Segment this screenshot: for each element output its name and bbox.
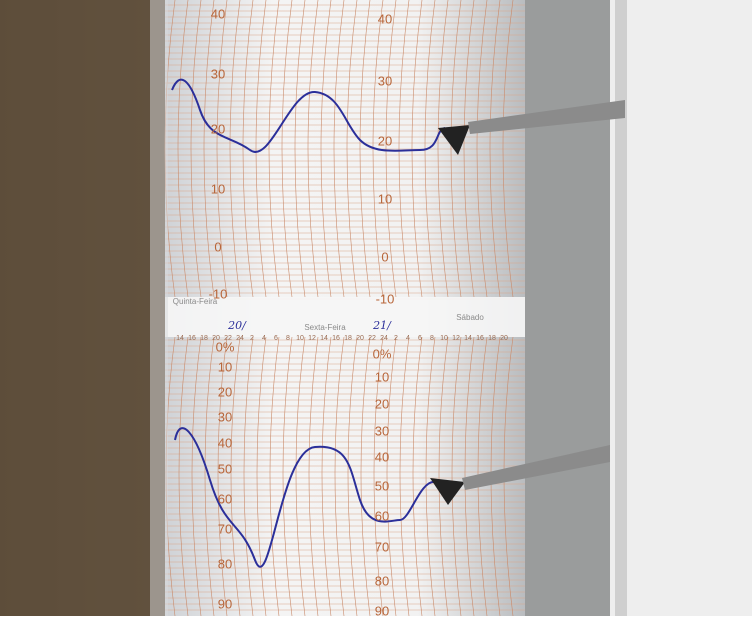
hour-label: 12 [452, 335, 460, 342]
temperature-label: 0 [381, 249, 388, 264]
hour-label: 14 [464, 335, 472, 342]
hour-label: 20 [212, 335, 220, 342]
hour-label: 12 [308, 335, 316, 342]
hour-label: 10 [440, 335, 448, 342]
hour-label: 8 [430, 335, 434, 342]
humidity-label: 70 [218, 521, 232, 536]
hour-label: 18 [200, 335, 208, 342]
temperature-label: 40 [211, 6, 225, 21]
temperature-label: 10 [378, 191, 392, 206]
hour-label: 16 [332, 335, 340, 342]
hour-label: 6 [418, 335, 422, 342]
hour-label: 20 [356, 335, 364, 342]
temperature-label: 20 [211, 121, 225, 136]
hour-label: 2 [394, 335, 398, 342]
humidity-label: 90 [375, 603, 389, 616]
temperature-label: 0 [214, 239, 221, 254]
humidity-label: 30 [375, 423, 389, 438]
hour-label: 22 [368, 335, 376, 342]
glass-reflection [150, 0, 168, 616]
hour-label: 20 [500, 335, 508, 342]
handwritten-date: 21/ [372, 319, 392, 332]
hour-label: 18 [344, 335, 352, 342]
humidity-label: 40 [218, 435, 232, 450]
humidity-label: 60 [375, 508, 389, 523]
handwritten-date: 20/ [227, 319, 247, 332]
humidity-label: 10 [375, 369, 389, 384]
hour-label: 4 [406, 335, 410, 342]
photo: 404030302020101000-10-100%0%101020203030… [0, 0, 752, 616]
humidity-label: 90 [218, 596, 232, 611]
day-label: Quinta-Feira [173, 297, 218, 306]
hour-label: 4 [262, 335, 266, 342]
hour-label: 24 [380, 335, 388, 342]
hour-label: 16 [476, 335, 484, 342]
humidity-label: 60 [218, 491, 232, 506]
humidity-label: 70 [375, 539, 389, 554]
hour-label: 18 [488, 335, 496, 342]
humidity-label: 50 [218, 461, 232, 476]
temperature-label: 30 [211, 66, 225, 81]
day-label: Sábado [456, 313, 484, 322]
humidity-label: 80 [375, 573, 389, 588]
hour-label: 16 [188, 335, 196, 342]
hour-label: 2 [250, 335, 254, 342]
temperature-label: 40 [378, 11, 392, 26]
panel-edge [615, 0, 627, 616]
humidity-label: 50 [375, 478, 389, 493]
hour-label: 14 [320, 335, 328, 342]
hour-label: 22 [224, 335, 232, 342]
day-label: Sexta-Feira [304, 323, 346, 332]
hour-label: 6 [274, 335, 278, 342]
humidity-label: 30 [218, 409, 232, 424]
humidity-label: 80 [218, 556, 232, 571]
humidity-label: 20 [218, 384, 232, 399]
temperature-label: -10 [376, 291, 395, 306]
shelf-shadow [0, 0, 170, 616]
hour-label: 10 [296, 335, 304, 342]
white-panel [610, 0, 752, 616]
temperature-label: 20 [378, 133, 392, 148]
humidity-label: 20 [375, 396, 389, 411]
hour-label: 8 [286, 335, 290, 342]
humidity-label: 40 [375, 449, 389, 464]
temperature-label: 30 [378, 73, 392, 88]
hour-label: 24 [236, 335, 244, 342]
humidity-label: 10 [218, 359, 232, 374]
glass-wall [520, 0, 620, 616]
temperature-label: 10 [211, 181, 225, 196]
hour-label: 14 [176, 335, 184, 342]
humidity-label: 0% [373, 346, 392, 361]
